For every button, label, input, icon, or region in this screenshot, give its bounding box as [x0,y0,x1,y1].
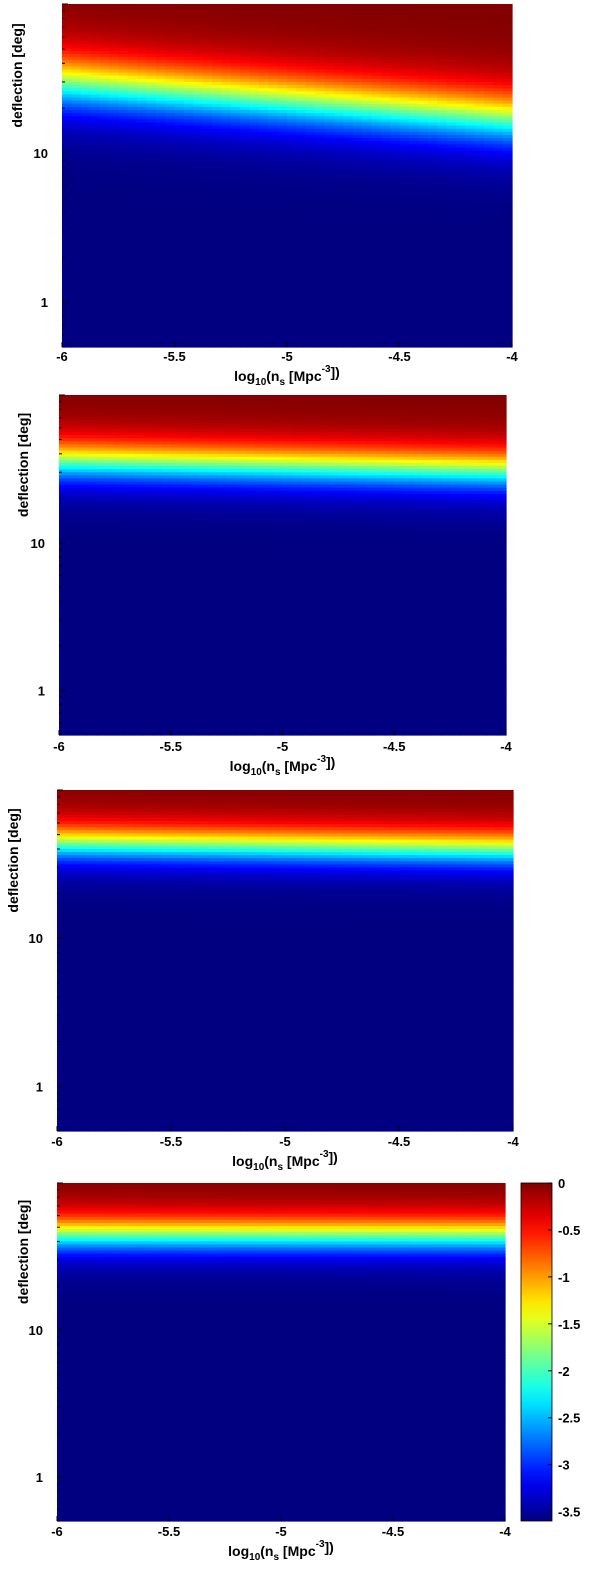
heatmap-panel-1: -6 -5.5 -5 -4.5 -4110log10(ns [Mpc-3])deflec… [9,4,519,388]
